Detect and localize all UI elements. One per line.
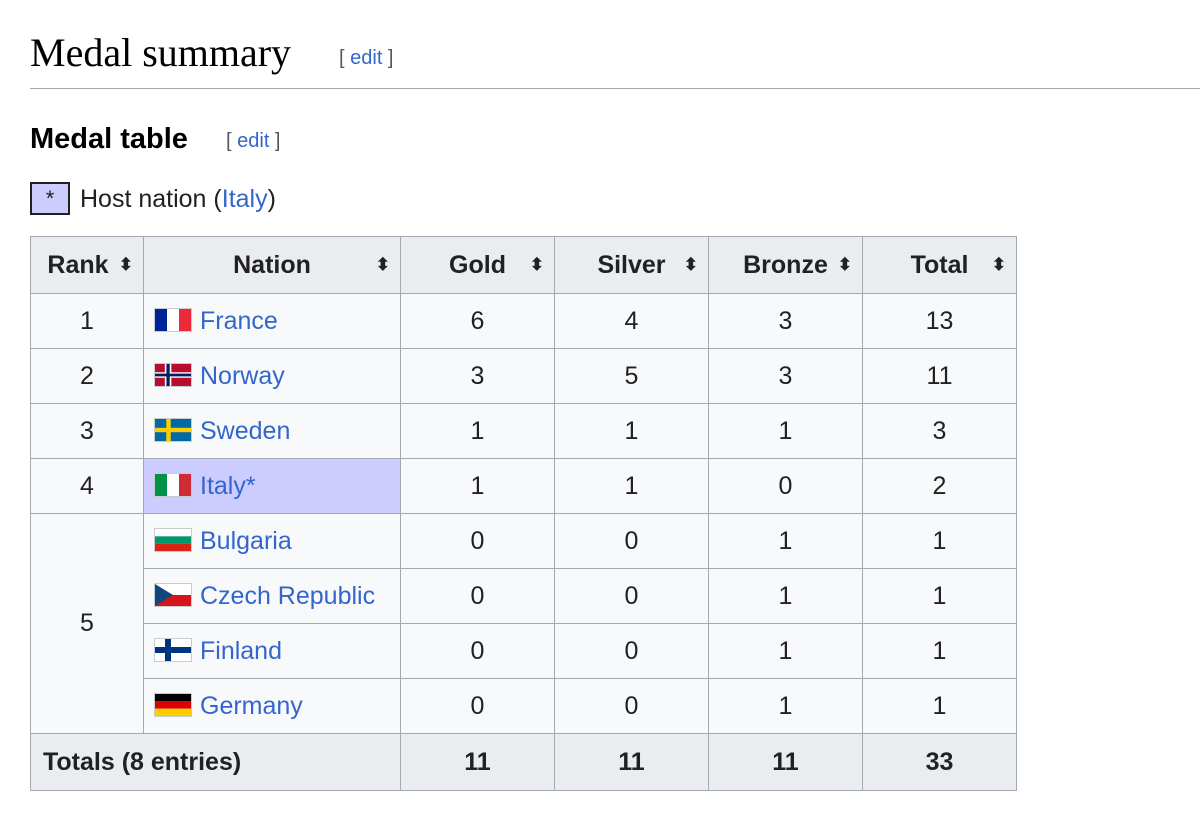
header-bronze[interactable]: Bronze ⬍ <box>708 236 863 294</box>
sort-icon[interactable]: ⬍ <box>683 255 698 274</box>
bronze-cell: 1 <box>708 568 863 624</box>
sort-icon[interactable]: ⬍ <box>837 255 852 274</box>
total-cell: 13 <box>862 293 1017 349</box>
section-title: Medal summary <box>30 30 292 75</box>
nation-cell: Norway <box>143 348 401 404</box>
total-cell: 1 <box>862 678 1017 734</box>
nation-cell-host: Italy* <box>143 458 401 514</box>
gold-cell: 1 <box>400 403 555 459</box>
bulgaria-flag-icon <box>154 527 192 552</box>
rank-cell: 3 <box>30 403 144 459</box>
header-nation[interactable]: Nation ⬍ <box>143 236 401 294</box>
table-row: 3 Sweden 1 1 1 3 <box>30 403 1017 459</box>
host-marker: * <box>30 182 70 215</box>
totals-total: 33 <box>862 733 1017 791</box>
sort-icon[interactable]: ⬍ <box>375 255 390 274</box>
table-row: 2 Norway 3 5 3 11 <box>30 348 1017 404</box>
total-cell: 2 <box>862 458 1017 514</box>
total-cell: 1 <box>862 513 1017 569</box>
nation-cell: Germany <box>143 678 401 734</box>
silver-cell: 1 <box>554 458 709 514</box>
host-legend-link[interactable]: Italy <box>221 185 268 213</box>
table-row: Germany 0 0 1 1 <box>31 678 1017 734</box>
nation-link[interactable]: Bulgaria <box>200 526 292 555</box>
host-legend-text: Host nation (Italy) <box>80 185 276 213</box>
rank-cell: 1 <box>30 293 144 349</box>
gold-cell: 1 <box>400 458 555 514</box>
nation-cell: France <box>143 293 401 349</box>
gold-cell: 6 <box>400 293 555 349</box>
header-gold[interactable]: Gold ⬍ <box>400 236 555 294</box>
gold-cell: 0 <box>400 623 555 679</box>
bronze-cell: 1 <box>708 513 863 569</box>
total-cell: 1 <box>862 568 1017 624</box>
total-cell: 1 <box>862 623 1017 679</box>
subsection-title: Medal table <box>30 123 188 155</box>
nation-link[interactable]: Italy* <box>200 471 256 500</box>
totals-label: Totals (8 entries) <box>30 733 401 791</box>
gold-cell: 0 <box>400 678 555 734</box>
sort-icon[interactable]: ⬍ <box>118 255 133 274</box>
totals-row: Totals (8 entries) 11 11 11 33 <box>30 733 1017 791</box>
germany-flag-icon <box>154 692 192 717</box>
section-edit-link[interactable]: edit <box>350 47 383 69</box>
czech-republic-flag-icon <box>154 582 192 607</box>
sort-icon[interactable]: ⬍ <box>991 255 1006 274</box>
silver-cell: 4 <box>554 293 709 349</box>
finland-flag-icon <box>154 637 192 662</box>
nation-link[interactable]: Czech Republic <box>200 581 376 610</box>
gold-cell: 3 <box>400 348 555 404</box>
france-flag-icon <box>154 307 192 332</box>
nation-cell: Czech Republic <box>143 568 401 624</box>
table-row: 4 Italy* 1 1 0 2 <box>30 458 1017 514</box>
totals-gold: 11 <box>400 733 555 791</box>
totals-bronze: 11 <box>708 733 863 791</box>
bronze-cell: 3 <box>708 293 863 349</box>
nation-link[interactable]: Finland <box>200 636 282 665</box>
nation-link[interactable]: Germany <box>200 691 303 720</box>
nation-cell: Finland <box>143 623 401 679</box>
totals-silver: 11 <box>554 733 709 791</box>
header-silver[interactable]: Silver ⬍ <box>554 236 709 294</box>
nation-link[interactable]: France <box>200 306 278 335</box>
header-total[interactable]: Total ⬍ <box>862 236 1017 294</box>
nation-link[interactable]: Sweden <box>200 416 291 445</box>
gold-cell: 0 <box>400 513 555 569</box>
section-heading: Medal summary [ edit ] <box>30 30 1200 89</box>
nation-cell: Sweden <box>143 403 401 459</box>
silver-cell: 1 <box>554 403 709 459</box>
rank-cell: 5 <box>30 513 144 734</box>
section-edit: [ edit ] <box>339 47 394 69</box>
bronze-cell: 3 <box>708 348 863 404</box>
table-row: 5 Bulgaria 0 0 1 1 <box>30 513 1017 734</box>
subsection-edit: [ edit ] <box>226 130 281 152</box>
subsection-edit-link[interactable]: edit <box>237 130 270 152</box>
table-row: Finland 0 0 1 1 <box>31 623 1017 679</box>
bronze-cell: 1 <box>708 403 863 459</box>
bronze-cell: 0 <box>708 458 863 514</box>
sort-icon[interactable]: ⬍ <box>529 255 544 274</box>
total-cell: 3 <box>862 403 1017 459</box>
silver-cell: 0 <box>554 513 709 569</box>
bronze-cell: 1 <box>708 623 863 679</box>
table-row: Czech Republic 0 0 1 1 <box>31 568 1017 624</box>
rank-cell: 2 <box>30 348 144 404</box>
header-rank[interactable]: Rank ⬍ <box>30 236 144 294</box>
silver-cell: 0 <box>554 623 709 679</box>
table-row: 1 France 6 4 3 13 <box>30 293 1017 349</box>
bronze-cell: 1 <box>708 678 863 734</box>
silver-cell: 0 <box>554 678 709 734</box>
norway-flag-icon <box>154 362 192 387</box>
italy-flag-icon <box>154 472 192 497</box>
silver-cell: 5 <box>554 348 709 404</box>
gold-cell: 0 <box>400 568 555 624</box>
nation-link[interactable]: Norway <box>200 361 285 390</box>
total-cell: 11 <box>862 348 1017 404</box>
nation-cell: Bulgaria <box>143 513 401 569</box>
rank-cell: 4 <box>30 458 144 514</box>
medal-table: Rank ⬍ Nation ⬍ Gold ⬍ Silver ⬍ Bronze ⬍ Tota… <box>30 236 1017 791</box>
silver-cell: 0 <box>554 568 709 624</box>
sweden-flag-icon <box>154 417 192 442</box>
